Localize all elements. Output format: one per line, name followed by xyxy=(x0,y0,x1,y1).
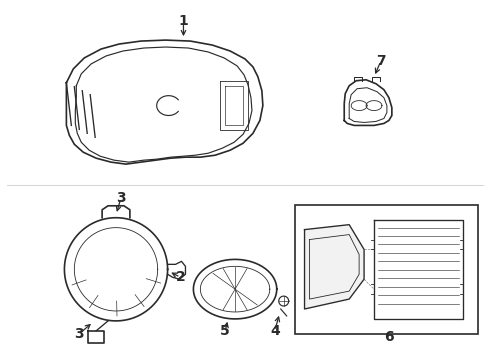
Text: 7: 7 xyxy=(376,54,386,68)
Text: 3: 3 xyxy=(116,191,126,205)
Text: 6: 6 xyxy=(384,330,393,344)
Text: 3: 3 xyxy=(74,327,84,341)
Bar xyxy=(294,205,478,334)
Polygon shape xyxy=(305,225,364,309)
Text: 5: 5 xyxy=(220,324,230,338)
Text: 4: 4 xyxy=(270,324,280,338)
Text: 2: 2 xyxy=(175,270,185,284)
Text: 1: 1 xyxy=(178,14,188,28)
